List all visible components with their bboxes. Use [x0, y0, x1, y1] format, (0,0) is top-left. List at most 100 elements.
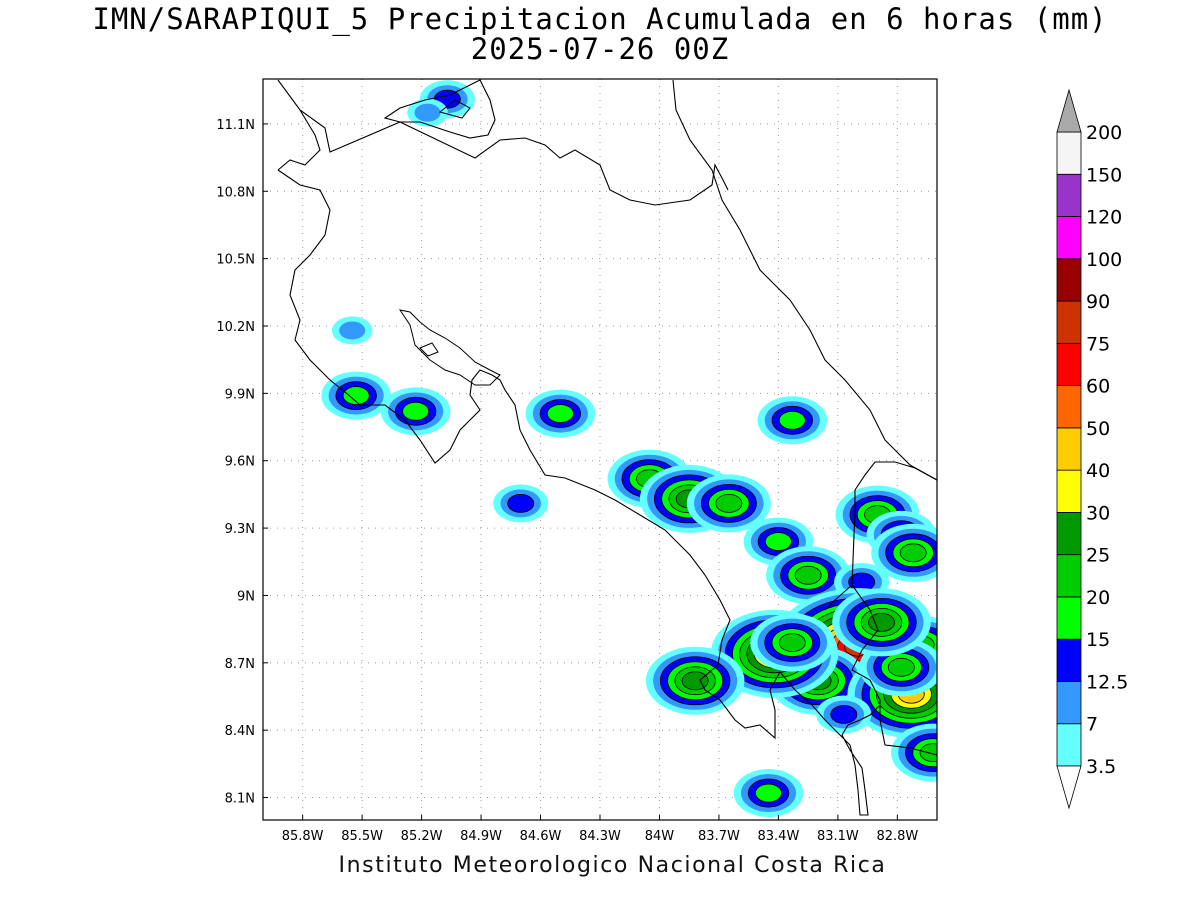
colorbar-segment	[1056, 596, 1082, 640]
precip-contour-line	[853, 603, 910, 642]
y-tick-label: 11.1N	[216, 118, 255, 133]
precip-contour	[779, 411, 806, 430]
colorbar-segment	[1056, 512, 1082, 556]
colorbar-label: 15	[1086, 629, 1110, 651]
colorbar-label: 90	[1086, 291, 1110, 313]
precip-contour-line	[780, 555, 837, 595]
colorbar-segment	[1056, 681, 1082, 725]
colorbar-label: 12.5	[1086, 671, 1128, 693]
precip-contour-line	[539, 399, 582, 428]
precip-contour-line	[708, 488, 750, 518]
precip-contour-line	[860, 608, 903, 637]
precip-contour	[343, 386, 370, 405]
colorbar-segment	[1056, 131, 1082, 175]
precip-contour	[900, 543, 927, 562]
precip-cell	[380, 387, 451, 436]
x-tick-label: 84.9W	[460, 829, 502, 844]
precip-contour-line	[715, 493, 743, 513]
precip-contour-line	[667, 661, 724, 701]
colorbar-label: 20	[1086, 587, 1110, 609]
precip-contour	[414, 103, 441, 122]
precip-contour-line	[885, 533, 937, 573]
precip-contour-line	[887, 657, 915, 677]
y-tick-label: 8.4N	[225, 724, 255, 739]
precip-cell	[525, 389, 596, 438]
y-tick-label: 10.8N	[216, 185, 255, 200]
colorbar-label: 50	[1086, 418, 1110, 440]
precip-contour-line	[394, 396, 437, 426]
precip-contour-line	[674, 666, 716, 696]
x-tick-label: 83.7W	[698, 829, 740, 844]
colorbar-segment	[1056, 469, 1082, 513]
precip-cell	[733, 769, 804, 818]
precip-contour-line	[335, 381, 377, 411]
precip-contour-line	[681, 671, 709, 691]
colorbar-label: 7	[1086, 714, 1098, 736]
precip-cell	[321, 371, 391, 420]
precip-contour-line	[794, 565, 822, 585]
precip-contour	[547, 404, 574, 423]
x-tick-label: 84.6W	[520, 829, 562, 844]
colorbar-segment	[1056, 258, 1082, 302]
precip-cell	[766, 546, 851, 605]
precip-contour-line	[830, 705, 858, 724]
precip-contour-line	[892, 538, 934, 568]
precip-contour-line	[778, 633, 806, 653]
x-tick-label: 84.3W	[579, 829, 621, 844]
precip-contour-line	[771, 405, 813, 435]
precip-contour	[848, 572, 875, 591]
precip-cell	[407, 98, 448, 127]
y-tick-label: 8.1N	[225, 792, 255, 807]
precip-contour	[795, 566, 822, 585]
precip-contour-line	[402, 401, 430, 421]
colorbar-segment	[1056, 554, 1082, 598]
y-tick-label: 9.3N	[225, 522, 255, 537]
precip-contour-line	[912, 738, 937, 768]
y-tick-label: 9N	[237, 589, 255, 604]
colorbar-label: 75	[1086, 333, 1110, 355]
colorbar-label: 120	[1086, 207, 1122, 229]
precipitation-field	[321, 80, 937, 818]
precip-cell	[816, 695, 872, 734]
colorbar-label: 3.5	[1086, 756, 1116, 778]
precip-contour-line	[787, 560, 829, 590]
colorbar-low-cap	[1056, 765, 1082, 810]
colorbar-label: 40	[1086, 460, 1110, 482]
y-tick-label: 9.9N	[225, 387, 255, 402]
precip-contour-line	[899, 543, 927, 563]
precip-contour-line	[771, 628, 813, 658]
precip-contour-line	[919, 743, 937, 763]
y-tick-label: 10.2N	[216, 320, 255, 335]
precip-contour-line	[764, 532, 792, 551]
precip-cell	[645, 646, 745, 715]
map-subtitle-datetime: 2025-07-26 00Z	[470, 32, 730, 66]
latitude-axis: 11.1N 10.8N 10.5N 10.2N 9.9N 9.6N 9.3N 9N 8.7N 8.…	[216, 118, 268, 807]
precip-contour-line	[747, 778, 790, 808]
colorbar-label: 60	[1086, 376, 1110, 398]
x-tick-label: 84W	[645, 829, 675, 844]
precip-cell	[890, 723, 937, 782]
x-tick-label: 85.8W	[282, 829, 324, 844]
coastline-borders	[277, 79, 937, 816]
precip-contour	[507, 494, 534, 513]
precip-contour	[339, 321, 366, 340]
colorbar-label: 30	[1086, 502, 1110, 524]
precip-contour	[868, 613, 895, 632]
x-tick-label: 83.4W	[758, 829, 800, 844]
y-tick-label: 8.7N	[225, 657, 255, 672]
precip-contour-line	[546, 404, 574, 423]
precip-contour-line	[846, 598, 917, 647]
precip-contour-line	[433, 89, 461, 109]
precip-contour-line	[778, 410, 806, 430]
y-tick-label: 10.5N	[216, 253, 255, 268]
precip-contour-line	[905, 733, 937, 773]
precip-cell	[331, 316, 373, 345]
colorbar-label: 25	[1086, 545, 1110, 567]
colorbar-segment	[1056, 723, 1082, 767]
precip-cell	[871, 523, 937, 582]
precip-contour-line	[764, 623, 821, 663]
colorbar-label: 200	[1086, 122, 1122, 144]
precip-contour-line	[700, 483, 757, 523]
colorbar-segment	[1056, 300, 1082, 344]
